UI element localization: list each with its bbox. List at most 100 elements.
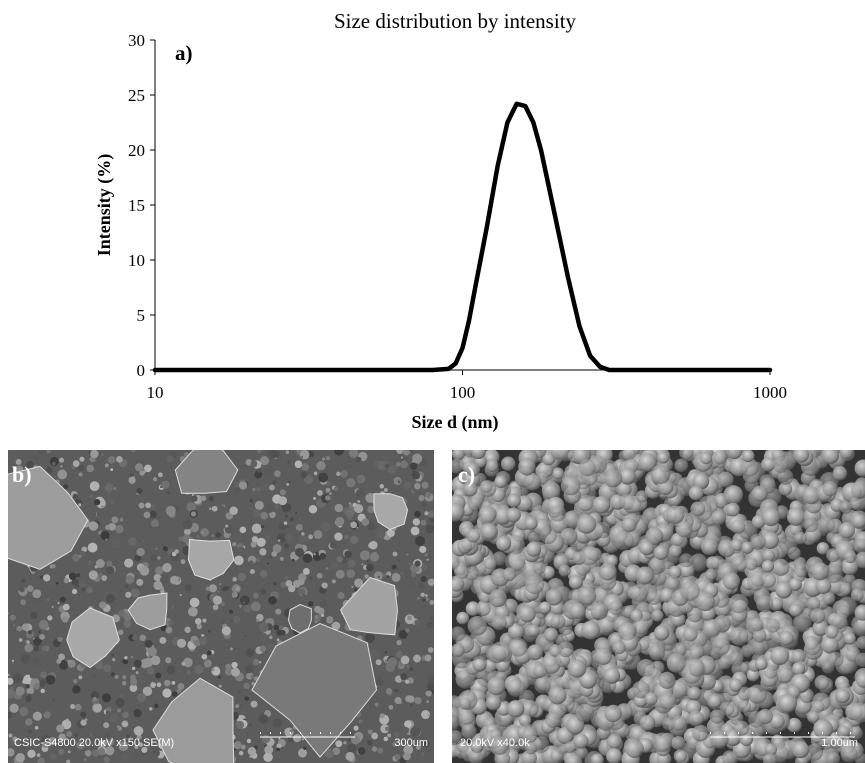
texture bbox=[414, 482, 421, 490]
texture bbox=[417, 596, 420, 600]
texture bbox=[8, 688, 15, 699]
texture bbox=[314, 605, 322, 613]
texture bbox=[421, 564, 428, 571]
scale-label: 1.00um bbox=[821, 737, 858, 749]
texture bbox=[316, 572, 323, 579]
texture bbox=[590, 602, 609, 620]
texture bbox=[812, 620, 829, 637]
texture bbox=[687, 686, 702, 701]
texture bbox=[116, 456, 123, 463]
texture bbox=[415, 535, 426, 546]
texture bbox=[60, 465, 63, 468]
texture bbox=[348, 515, 353, 521]
texture bbox=[110, 468, 114, 472]
texture bbox=[427, 682, 434, 691]
texture bbox=[229, 647, 233, 651]
texture bbox=[384, 463, 390, 469]
texture bbox=[765, 618, 780, 633]
texture bbox=[26, 687, 35, 695]
texture bbox=[370, 649, 381, 660]
texture bbox=[425, 594, 428, 597]
texture bbox=[377, 575, 380, 578]
texture bbox=[106, 560, 113, 567]
texture bbox=[665, 575, 680, 590]
texture bbox=[357, 500, 361, 503]
texture bbox=[292, 733, 302, 743]
texture bbox=[527, 624, 540, 637]
texture bbox=[252, 488, 256, 492]
texture bbox=[228, 609, 234, 614]
texture bbox=[410, 489, 415, 494]
texture bbox=[493, 505, 513, 525]
texture bbox=[452, 729, 463, 746]
texture bbox=[539, 527, 557, 545]
texture bbox=[269, 635, 273, 639]
texture bbox=[635, 490, 648, 503]
texture bbox=[362, 577, 366, 581]
texture bbox=[300, 455, 304, 459]
texture bbox=[325, 495, 331, 501]
texture bbox=[10, 575, 13, 578]
texture bbox=[717, 471, 734, 488]
texture bbox=[61, 719, 72, 730]
y-axis-label: Intensity (%) bbox=[94, 154, 115, 257]
texture bbox=[86, 508, 97, 519]
texture bbox=[166, 455, 174, 463]
texture bbox=[303, 536, 310, 542]
texture bbox=[284, 560, 295, 571]
texture bbox=[108, 522, 117, 531]
texture bbox=[410, 526, 420, 536]
texture bbox=[331, 535, 334, 538]
texture bbox=[854, 604, 865, 621]
texture bbox=[508, 623, 525, 640]
texture bbox=[335, 740, 343, 748]
texture bbox=[39, 575, 43, 579]
texture bbox=[467, 615, 488, 636]
texture bbox=[371, 746, 378, 752]
texture bbox=[366, 560, 369, 563]
texture bbox=[346, 569, 355, 578]
texture bbox=[152, 677, 235, 763]
texture bbox=[201, 653, 208, 660]
sem-image-c bbox=[452, 450, 865, 763]
texture bbox=[122, 711, 129, 719]
texture bbox=[158, 472, 163, 478]
texture bbox=[835, 689, 850, 704]
texture bbox=[276, 638, 280, 642]
texture bbox=[730, 538, 743, 552]
image-caption: CSIC-S4800 20.0kV x150 SE(M) bbox=[14, 737, 174, 749]
texture bbox=[52, 461, 56, 466]
texture bbox=[93, 506, 96, 509]
texture bbox=[596, 615, 617, 636]
texture bbox=[58, 748, 65, 755]
texture bbox=[211, 666, 221, 676]
texture bbox=[72, 460, 80, 467]
texture bbox=[124, 584, 129, 589]
texture bbox=[127, 537, 137, 546]
texture bbox=[407, 695, 415, 703]
texture bbox=[579, 546, 599, 566]
texture bbox=[174, 549, 179, 554]
texture bbox=[608, 600, 624, 616]
texture bbox=[391, 564, 397, 570]
texture bbox=[285, 533, 293, 542]
texture bbox=[33, 455, 40, 461]
texture bbox=[105, 538, 108, 541]
texture bbox=[114, 674, 119, 679]
texture bbox=[671, 735, 686, 751]
texture bbox=[508, 637, 528, 657]
texture bbox=[8, 712, 12, 719]
texture bbox=[131, 450, 136, 453]
texture bbox=[246, 738, 252, 744]
texture bbox=[764, 743, 778, 756]
texture bbox=[109, 714, 119, 723]
texture bbox=[143, 511, 151, 519]
texture bbox=[8, 733, 13, 738]
texture bbox=[273, 624, 280, 631]
texture bbox=[579, 671, 597, 689]
texture bbox=[668, 544, 682, 558]
texture bbox=[742, 450, 755, 463]
texture bbox=[122, 675, 127, 680]
texture bbox=[619, 467, 636, 485]
texture bbox=[252, 509, 261, 518]
